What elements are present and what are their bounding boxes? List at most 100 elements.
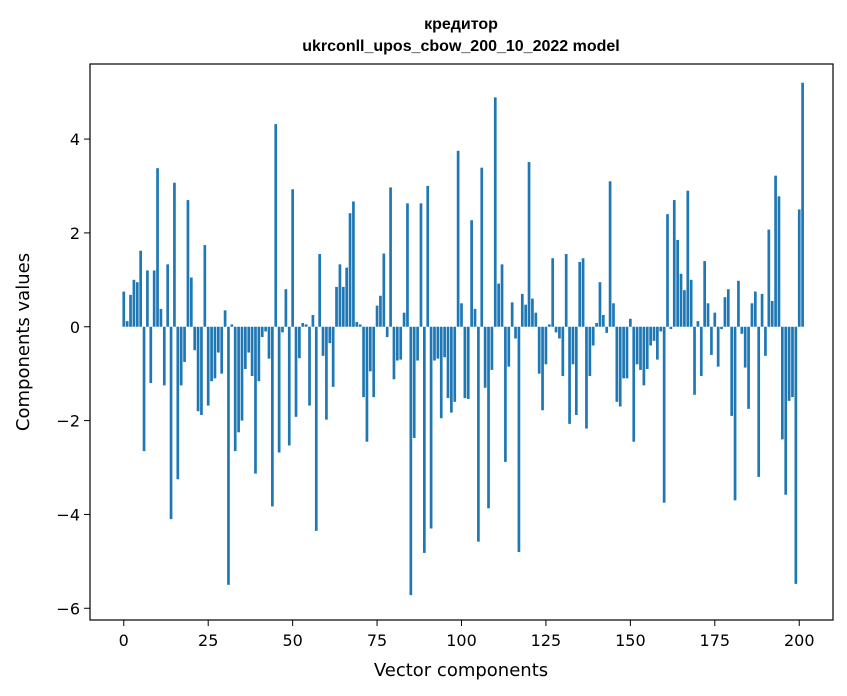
bar-195 — [780, 326, 784, 440]
bar-172 — [703, 261, 707, 327]
bar-76 — [379, 295, 382, 327]
bar-46 — [277, 326, 281, 453]
bar-82 — [399, 326, 403, 360]
bar-189 — [760, 293, 764, 327]
bar-59 — [321, 326, 325, 356]
bar-55 — [308, 326, 311, 406]
bar-126 — [547, 324, 551, 327]
x-tick-label: 125 — [531, 631, 562, 650]
bar-106 — [480, 167, 484, 327]
bar-197 — [787, 326, 791, 401]
bar-26 — [210, 326, 213, 382]
bar-115 — [510, 302, 514, 327]
bar-154 — [642, 326, 646, 386]
bar-191 — [767, 229, 771, 327]
bar-36 — [244, 326, 247, 369]
bar-121 — [531, 298, 534, 327]
bar-129 — [558, 326, 561, 339]
bar-24 — [203, 245, 207, 327]
bar-74 — [372, 326, 376, 398]
bar-22 — [196, 326, 200, 412]
bar-44 — [271, 326, 274, 507]
bar-48 — [284, 289, 288, 327]
bar-117 — [517, 326, 521, 552]
bar-176 — [716, 326, 720, 367]
bar-179 — [726, 289, 730, 327]
bar-170 — [696, 321, 700, 327]
bar-188 — [757, 326, 761, 477]
bar-100 — [460, 303, 463, 327]
bar-118 — [520, 293, 524, 327]
bar-153 — [639, 326, 642, 370]
bar-70 — [358, 324, 362, 327]
bar-141 — [598, 282, 602, 327]
bar-147 — [618, 326, 622, 407]
bar-159 — [659, 326, 663, 332]
y-tick-label: −6 — [56, 599, 80, 618]
x-tick-label: 75 — [367, 631, 387, 650]
bar-185 — [747, 326, 750, 409]
bar-144 — [608, 181, 612, 327]
bar-72 — [365, 326, 369, 442]
bar-194 — [777, 196, 781, 327]
bar-10 — [156, 168, 159, 327]
bar-23 — [200, 326, 203, 415]
bar-1 — [125, 321, 129, 327]
bar-49 — [287, 326, 291, 446]
bars-group — [122, 82, 804, 596]
bar-65 — [341, 286, 345, 327]
bar-67 — [348, 213, 352, 327]
bar-35 — [240, 326, 244, 421]
bar-137 — [585, 326, 588, 429]
bar-101 — [463, 326, 467, 399]
bar-33 — [233, 326, 237, 452]
bar-186 — [750, 303, 754, 327]
bar-11 — [159, 308, 163, 327]
bar-146 — [615, 326, 619, 402]
bar-112 — [500, 264, 504, 327]
bar-130 — [561, 326, 565, 377]
bar-63 — [335, 286, 338, 327]
bar-193 — [774, 175, 777, 327]
bar-21 — [193, 326, 197, 351]
bar-31 — [227, 326, 230, 585]
bar-42 — [264, 326, 267, 332]
bar-124 — [541, 326, 544, 411]
bar-84 — [406, 203, 409, 327]
bar-81 — [395, 326, 399, 361]
bar-85 — [409, 326, 413, 596]
bar-47 — [281, 326, 284, 333]
bar-27 — [213, 326, 217, 379]
bar-119 — [524, 304, 528, 327]
bar-17 — [179, 326, 183, 386]
bar-83 — [402, 312, 406, 327]
bar-99 — [456, 150, 460, 327]
x-tick-label: 25 — [198, 631, 218, 650]
bar-127 — [551, 258, 555, 327]
bar-143 — [605, 326, 609, 333]
bar-3 — [132, 279, 136, 327]
bar-128 — [554, 326, 558, 333]
bar-135 — [578, 262, 582, 327]
bar-97 — [450, 326, 453, 413]
bar-38 — [250, 326, 254, 377]
bar-105 — [477, 326, 480, 542]
x-tick-label: 100 — [446, 631, 477, 650]
bar-201 — [801, 82, 804, 327]
chart-title-line1: кредитор — [424, 16, 498, 33]
bar-29 — [220, 326, 224, 374]
chart-title-line2: ukrconll_upos_cbow_200_10_2022 model — [302, 38, 619, 55]
y-tick-label: −2 — [56, 412, 80, 431]
y-tick-label: 4 — [70, 130, 80, 149]
y-tick-label: 0 — [70, 318, 80, 337]
y-tick-label: 2 — [70, 224, 80, 243]
bar-180 — [730, 326, 734, 416]
bar-95 — [443, 326, 446, 358]
bar-57 — [314, 326, 318, 531]
bar-116 — [514, 326, 517, 339]
bar-94 — [439, 326, 443, 419]
bar-134 — [574, 326, 578, 415]
bar-40 — [257, 326, 261, 382]
bar-113 — [504, 326, 507, 462]
bar-167 — [686, 190, 690, 327]
